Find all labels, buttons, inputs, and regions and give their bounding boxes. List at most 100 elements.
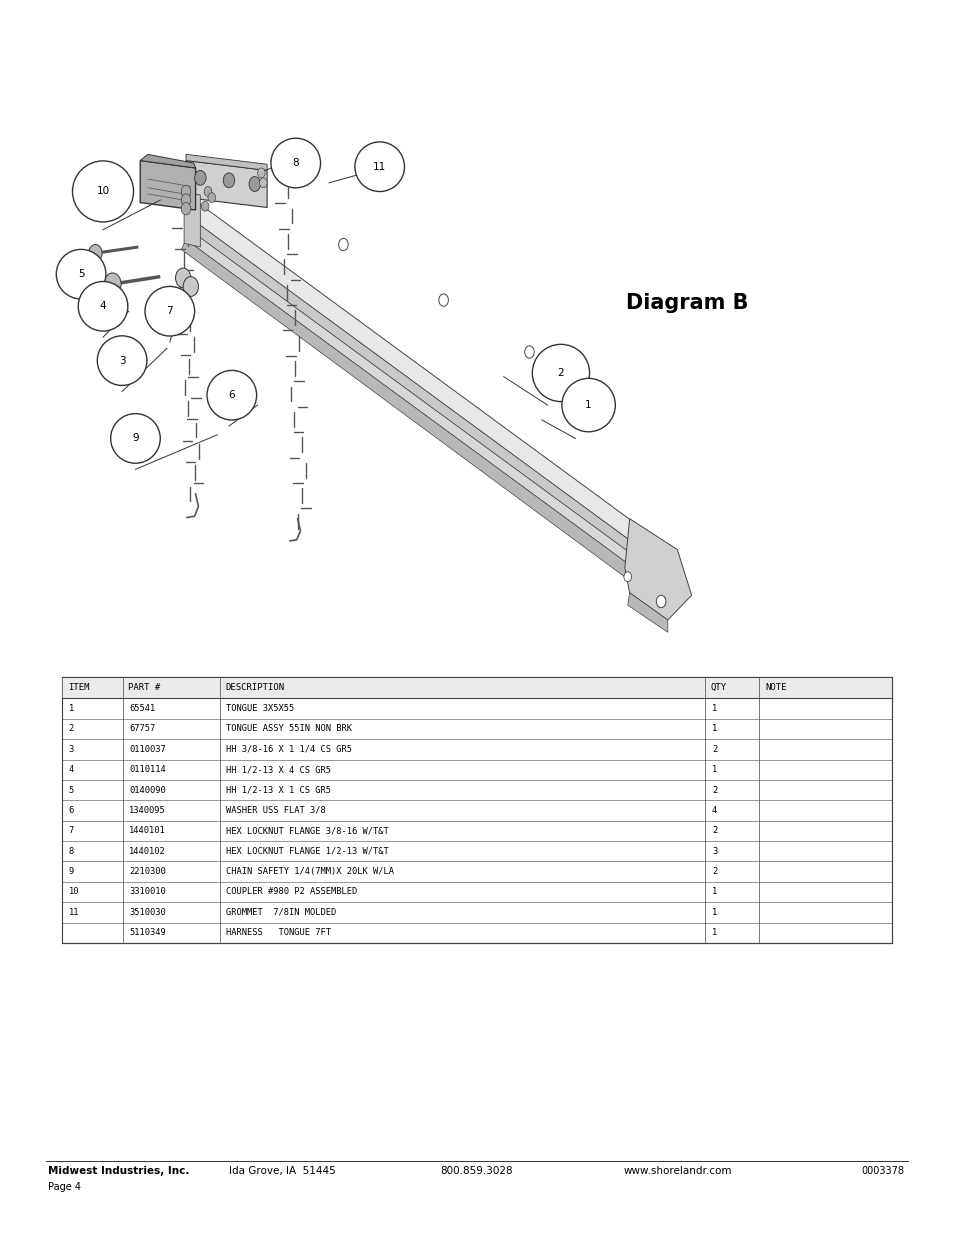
Ellipse shape <box>78 282 128 331</box>
Circle shape <box>89 245 102 262</box>
Polygon shape <box>184 191 200 247</box>
Circle shape <box>194 170 206 185</box>
Ellipse shape <box>145 287 194 336</box>
Text: 3310010: 3310010 <box>130 888 166 897</box>
Circle shape <box>181 194 191 206</box>
Text: 67757: 67757 <box>130 725 155 734</box>
Text: 9: 9 <box>69 867 74 876</box>
Circle shape <box>183 277 198 296</box>
Text: 1: 1 <box>711 888 717 897</box>
Text: HEX LOCKNUT FLANGE 3/8-16 W/T&T: HEX LOCKNUT FLANGE 3/8-16 W/T&T <box>226 826 389 835</box>
Text: HARNESS   TONGUE 7FT: HARNESS TONGUE 7FT <box>226 929 331 937</box>
Text: CHAIN SAFETY 1/4(7MM)X 20LK W/LA: CHAIN SAFETY 1/4(7MM)X 20LK W/LA <box>226 867 394 876</box>
Circle shape <box>104 273 121 295</box>
Circle shape <box>656 595 665 608</box>
Text: 0110114: 0110114 <box>130 766 166 774</box>
Text: COUPLER #980 P2 ASSEMBLED: COUPLER #980 P2 ASSEMBLED <box>226 888 357 897</box>
Text: 2: 2 <box>711 745 717 753</box>
Text: 5: 5 <box>78 269 84 279</box>
Text: TONGUE 3X5X55: TONGUE 3X5X55 <box>226 704 294 713</box>
Text: Diagram B: Diagram B <box>625 293 747 312</box>
Polygon shape <box>140 154 195 168</box>
Text: 800.859.3028: 800.859.3028 <box>440 1166 513 1176</box>
Ellipse shape <box>561 378 615 432</box>
Polygon shape <box>140 161 195 210</box>
Text: 1: 1 <box>69 704 74 713</box>
Text: 2210300: 2210300 <box>130 867 166 876</box>
Circle shape <box>257 168 265 178</box>
Text: 0110037: 0110037 <box>130 745 166 753</box>
Text: 1: 1 <box>711 766 717 774</box>
Text: 65541: 65541 <box>130 704 155 713</box>
Ellipse shape <box>207 370 256 420</box>
Text: HH 1/2-13 X 4 CS GR5: HH 1/2-13 X 4 CS GR5 <box>226 766 331 774</box>
Text: GROMMET  7/8IN MOLDED: GROMMET 7/8IN MOLDED <box>226 908 336 916</box>
Text: 1: 1 <box>711 929 717 937</box>
Text: 2: 2 <box>711 826 717 835</box>
Text: 3510030: 3510030 <box>130 908 166 916</box>
Circle shape <box>259 178 267 188</box>
Ellipse shape <box>355 142 404 191</box>
Text: 7: 7 <box>69 826 74 835</box>
Text: ITEM: ITEM <box>68 683 90 692</box>
Ellipse shape <box>97 336 147 385</box>
Text: 1440101: 1440101 <box>130 826 166 835</box>
Text: 0140090: 0140090 <box>130 785 166 794</box>
Text: 0003378: 0003378 <box>861 1166 903 1176</box>
Text: QTY: QTY <box>710 683 726 692</box>
Text: 11: 11 <box>373 162 386 172</box>
Circle shape <box>181 203 191 215</box>
Text: 1: 1 <box>585 400 591 410</box>
Text: 8: 8 <box>69 847 74 856</box>
Circle shape <box>438 294 448 306</box>
Text: 1: 1 <box>711 908 717 916</box>
Text: 1: 1 <box>711 704 717 713</box>
Text: Midwest Industries, Inc.: Midwest Industries, Inc. <box>48 1166 189 1176</box>
Text: 6: 6 <box>229 390 234 400</box>
Bar <box>62 677 891 944</box>
Polygon shape <box>186 161 267 207</box>
Text: 5110349: 5110349 <box>130 929 166 937</box>
Circle shape <box>623 572 631 582</box>
Text: 3: 3 <box>119 356 125 366</box>
Circle shape <box>223 173 234 188</box>
Text: 1440102: 1440102 <box>130 847 166 856</box>
Text: 4: 4 <box>69 766 74 774</box>
Circle shape <box>524 346 534 358</box>
Text: 8: 8 <box>293 158 298 168</box>
Text: 10: 10 <box>69 888 79 897</box>
Text: 2: 2 <box>711 867 717 876</box>
Polygon shape <box>627 593 667 632</box>
Text: WASHER USS FLAT 3/8: WASHER USS FLAT 3/8 <box>226 806 326 815</box>
Text: TONGUE ASSY 55IN NON BRK: TONGUE ASSY 55IN NON BRK <box>226 725 352 734</box>
Text: 11: 11 <box>69 908 79 916</box>
Ellipse shape <box>56 249 106 299</box>
Circle shape <box>204 186 212 196</box>
Circle shape <box>208 193 215 203</box>
Text: 7: 7 <box>167 306 172 316</box>
Text: PART #: PART # <box>129 683 160 692</box>
Text: Page 4: Page 4 <box>48 1182 81 1192</box>
Circle shape <box>338 238 348 251</box>
Text: 2: 2 <box>69 725 74 734</box>
Text: 1: 1 <box>711 725 717 734</box>
Text: 9: 9 <box>132 433 138 443</box>
Text: 3: 3 <box>69 745 74 753</box>
Text: 4: 4 <box>100 301 106 311</box>
Text: DESCRIPTION: DESCRIPTION <box>225 683 284 692</box>
Text: 4: 4 <box>711 806 717 815</box>
Polygon shape <box>186 154 267 170</box>
Polygon shape <box>624 519 691 620</box>
Text: HH 1/2-13 X 1 CS GR5: HH 1/2-13 X 1 CS GR5 <box>226 785 331 794</box>
Text: NOTE: NOTE <box>764 683 785 692</box>
Polygon shape <box>186 227 637 571</box>
Ellipse shape <box>532 345 589 401</box>
Circle shape <box>175 268 191 288</box>
Text: 5: 5 <box>69 785 74 794</box>
Text: 6: 6 <box>69 806 74 815</box>
Bar <box>62 677 891 699</box>
Ellipse shape <box>271 138 320 188</box>
Text: 3: 3 <box>711 847 717 856</box>
Ellipse shape <box>111 414 160 463</box>
Polygon shape <box>186 194 637 546</box>
